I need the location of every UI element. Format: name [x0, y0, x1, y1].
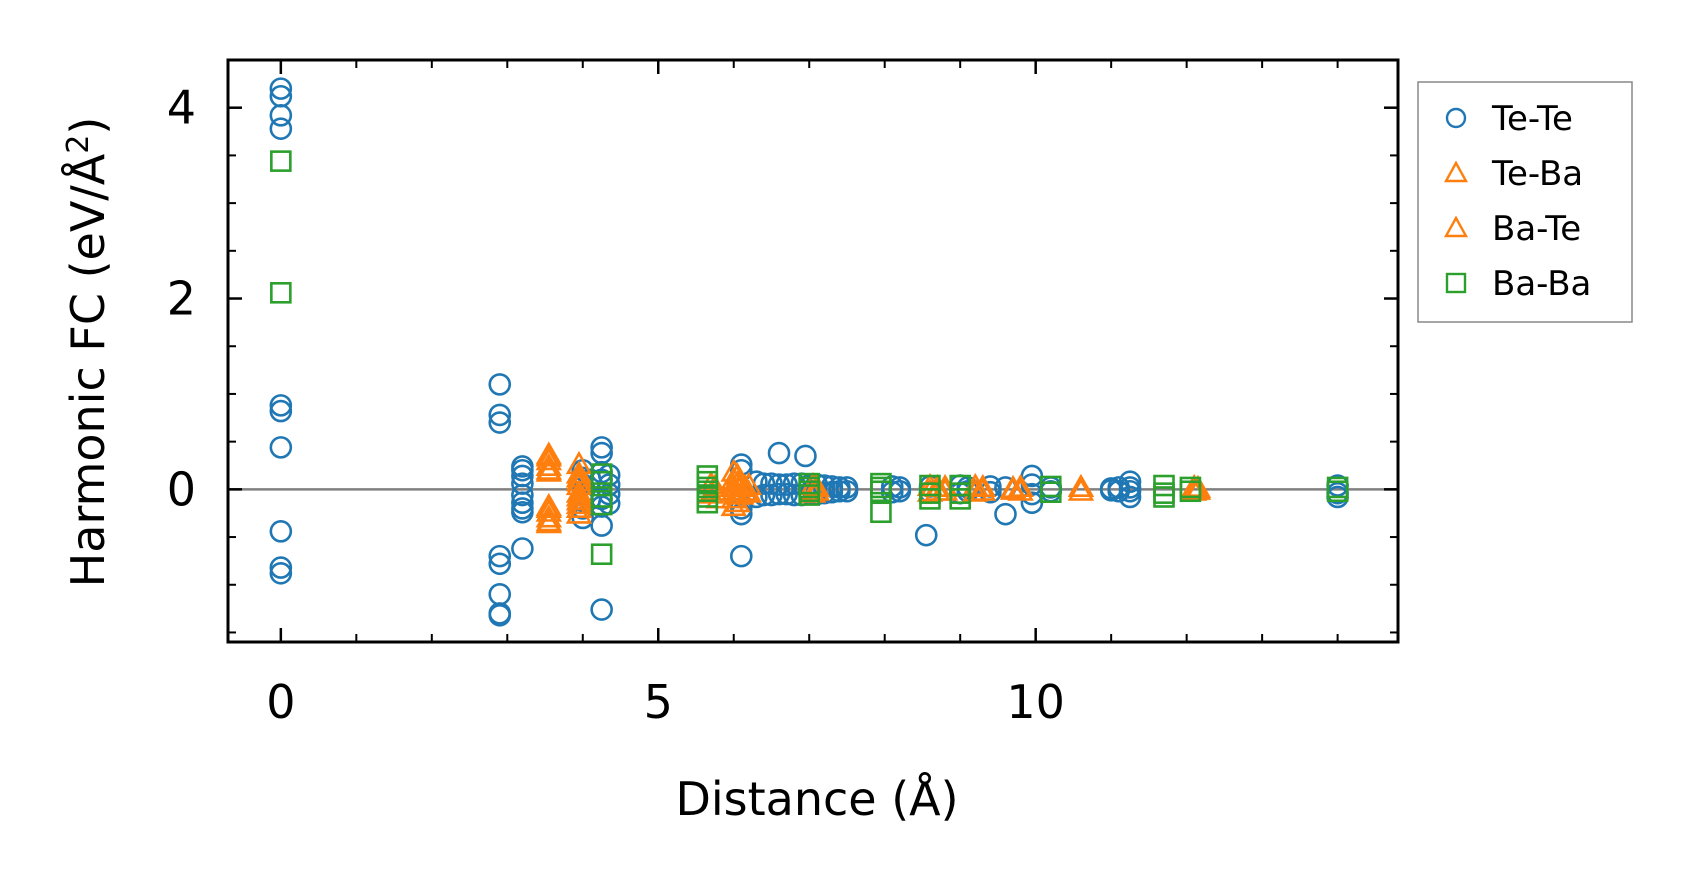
- data-point: [994, 502, 1017, 526]
- data-point: [269, 399, 293, 423]
- x-axis-title: Distance (Å): [675, 772, 958, 826]
- data-point: [590, 470, 613, 493]
- data-point: [488, 373, 512, 396]
- legend: Te-Te Te-Ba Ba-Te Ba-Ba: [1417, 81, 1633, 323]
- data-point: [1067, 473, 1095, 497]
- data-point: [696, 491, 719, 514]
- data-point: [1179, 480, 1202, 503]
- y-axis-title: Harmonic FC (eV/Å2): [61, 117, 115, 588]
- data-point: [870, 501, 892, 524]
- data-point: [731, 473, 759, 497]
- data-point: [270, 150, 292, 172]
- data-point: [511, 500, 534, 524]
- y-tick-label: 2: [167, 272, 196, 326]
- data-point: [269, 77, 293, 100]
- data-point: [590, 514, 613, 537]
- data-point: [269, 556, 293, 579]
- data-point: [590, 543, 613, 566]
- x-tick-label: 10: [1006, 675, 1065, 729]
- data-point: [919, 488, 941, 510]
- data-point: [269, 117, 293, 140]
- data-point: [724, 489, 751, 513]
- data-point: [535, 494, 563, 518]
- y-axis-title-superscript: 2: [61, 135, 96, 154]
- data-point: [511, 483, 534, 507]
- data-point: [914, 523, 938, 547]
- data-point: [835, 479, 859, 503]
- data-point: [1067, 477, 1095, 501]
- data-point: [565, 468, 593, 492]
- data-point: [565, 490, 593, 515]
- y-tick-label: 4: [167, 81, 196, 135]
- axes-frame: [226, 58, 1400, 644]
- data-point: [269, 394, 293, 417]
- legend-marker: [1445, 107, 1467, 129]
- data-point: [1153, 474, 1175, 497]
- legend-label: Ba-Te: [1492, 209, 1581, 249]
- data-point: [511, 537, 534, 560]
- data-point: [969, 473, 997, 497]
- data-point: [1039, 481, 1062, 504]
- data-point: [1326, 480, 1349, 503]
- data-point: [870, 480, 892, 503]
- data-point: [535, 447, 563, 471]
- legend-box: [1417, 81, 1633, 323]
- data-point: [488, 603, 512, 627]
- data-point: [535, 456, 563, 480]
- legend-label: Ba-Ba: [1492, 264, 1591, 304]
- x-tick-label: 5: [644, 675, 673, 729]
- data-point: [729, 544, 753, 568]
- series-ba-ba: [270, 150, 1349, 566]
- series-te-te: [269, 77, 1349, 627]
- legend-label: Te-Ba: [1491, 154, 1583, 194]
- data-point: [731, 477, 759, 501]
- data-point: [565, 483, 593, 507]
- data-point: [798, 484, 821, 506]
- data-point: [999, 476, 1027, 500]
- y-axis-title-end: ): [61, 117, 115, 135]
- data-point: [488, 411, 512, 434]
- data-point: [1153, 486, 1175, 508]
- data-point: [720, 492, 747, 517]
- data-point: [511, 458, 534, 482]
- data-point: [488, 582, 512, 606]
- data-point: [565, 460, 593, 484]
- legend-marker: [1443, 215, 1469, 238]
- axis-ticks: 0 5 10 0 2 4: [167, 58, 1400, 729]
- data-point: [269, 562, 293, 585]
- legend-label: Te-Te: [1491, 99, 1573, 139]
- data-point: [590, 436, 613, 459]
- data-point: [269, 104, 293, 127]
- x-tick-label: 0: [266, 675, 295, 729]
- data-point: [969, 477, 997, 501]
- series-ba-te: [535, 443, 1208, 532]
- data-point: [724, 481, 751, 505]
- data-point: [269, 436, 293, 459]
- data-point: [270, 281, 292, 304]
- data-point: [590, 493, 613, 516]
- data-point: [590, 598, 613, 621]
- data-point: [794, 444, 817, 468]
- data-point: [1118, 479, 1142, 503]
- data-point: [1118, 485, 1142, 509]
- data-point: [565, 487, 593, 511]
- y-axis-title-main: Harmonic FC (eV/Å: [61, 153, 115, 587]
- data-point: [1118, 470, 1142, 494]
- data-point: [488, 544, 512, 568]
- data-point: [269, 520, 293, 543]
- legend-marker: [1445, 272, 1467, 294]
- data-point: [767, 441, 791, 465]
- data-point: [488, 552, 512, 576]
- data-point: [949, 488, 971, 510]
- data-point: [535, 498, 563, 522]
- data-point: [511, 491, 534, 515]
- data-point: [565, 494, 593, 518]
- data-point: [535, 508, 563, 532]
- plot-area: [228, 77, 1398, 627]
- data-point: [488, 403, 512, 427]
- data-point: [535, 443, 563, 467]
- legend-marker: [1443, 160, 1469, 183]
- y-tick-label: 0: [167, 462, 196, 516]
